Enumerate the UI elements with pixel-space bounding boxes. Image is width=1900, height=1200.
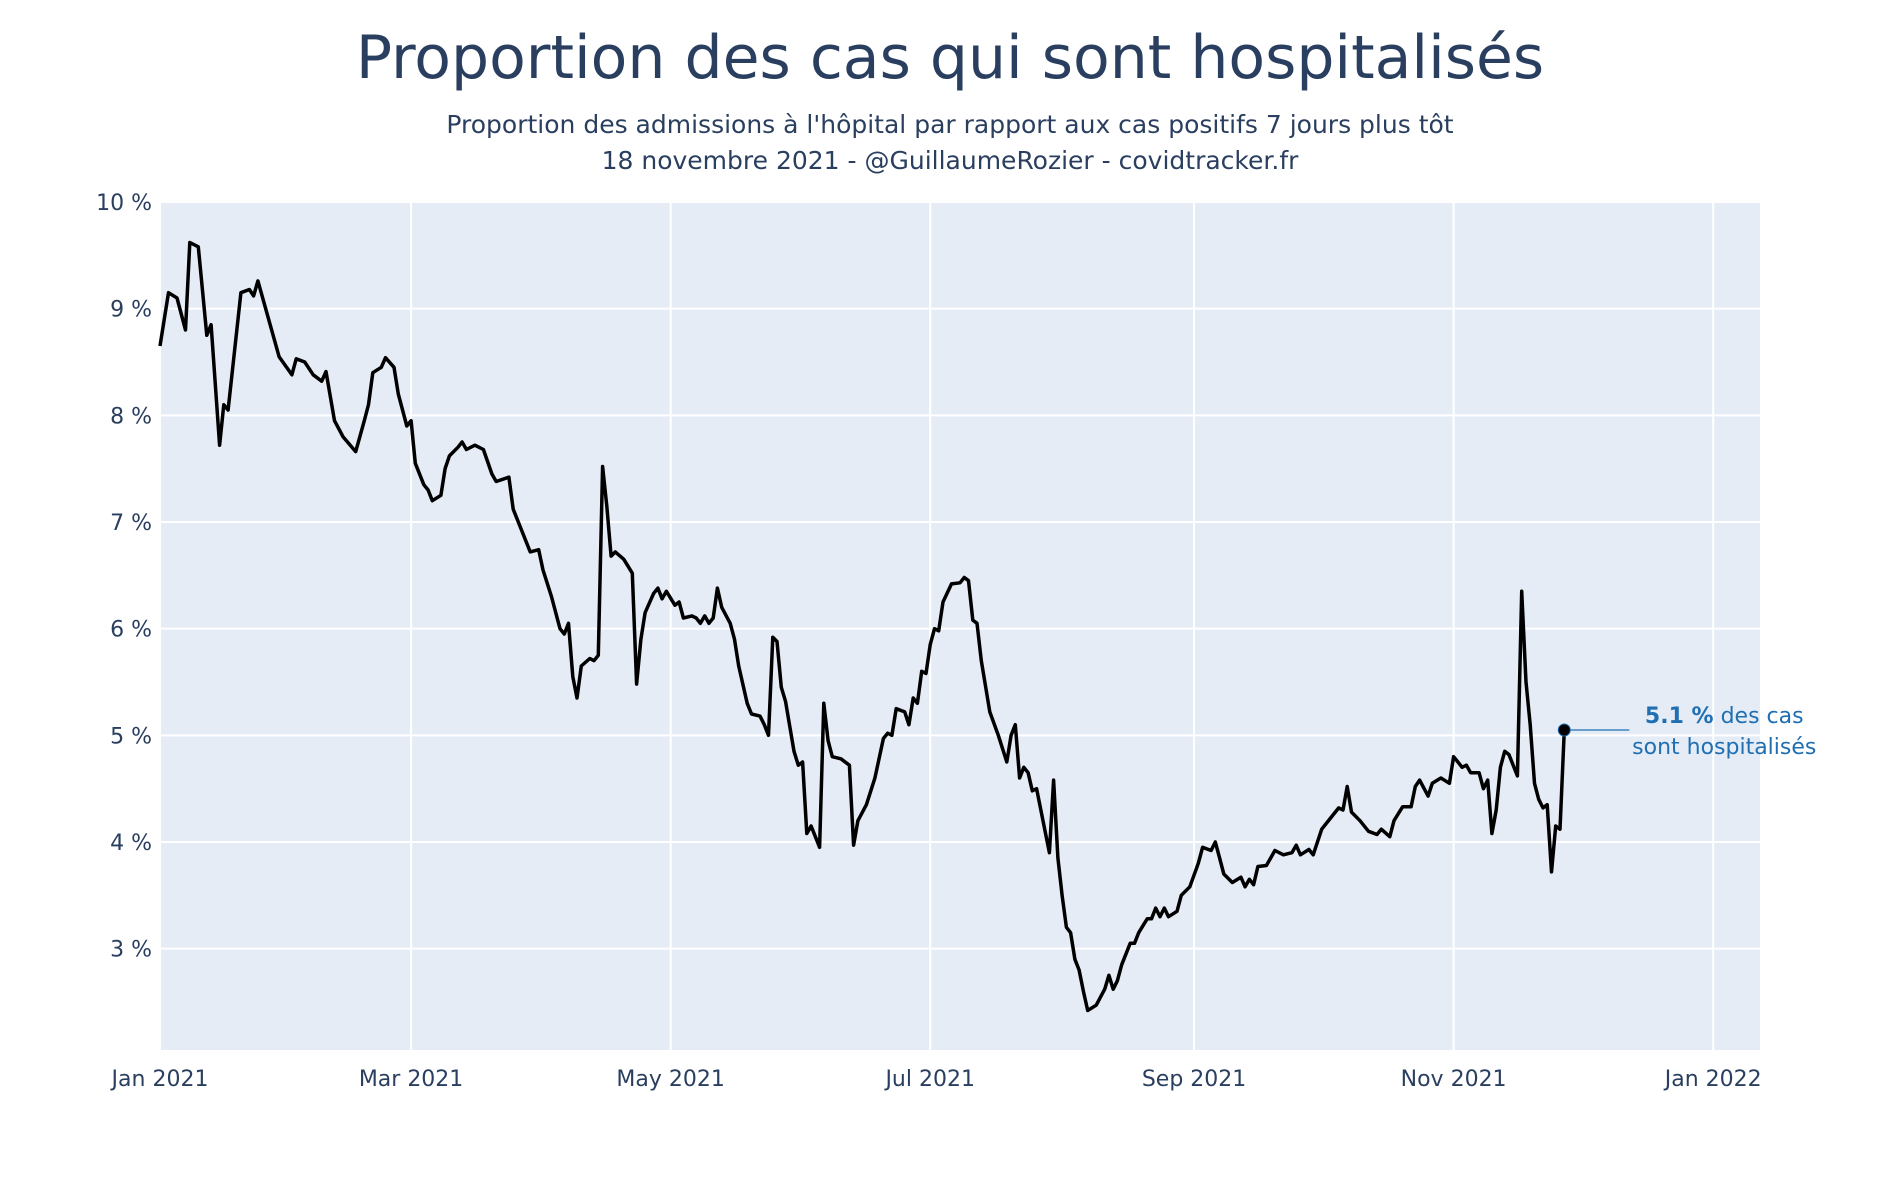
annotation-text-line1: 5.1 % des cas [1645,704,1804,729]
x-tick-label: Sep 2021 [1142,1067,1246,1092]
x-tick-label: Nov 2021 [1401,1067,1507,1092]
series-line [158,240,1567,1013]
chart-title: Proportion des cas qui sont hospitalisés [356,23,1544,93]
y-tick-label: 3 % [110,938,152,963]
y-tick-label: 4 % [110,831,152,856]
chart-subtitle-line1: Proportion des admissions à l'hôpital pa… [446,110,1453,139]
series-layer [158,240,1567,1013]
y-tick-label: 9 % [110,298,152,323]
y-tick-label: 8 % [110,404,152,429]
annotation-text-line2: sont hospitalisés [1632,735,1816,760]
x-tick-label: May 2021 [616,1067,724,1092]
y-tick-label: 6 % [110,618,152,643]
annotation-value: 5.1 % [1645,704,1714,729]
x-tick-label: Mar 2021 [359,1067,464,1092]
plot-area [160,202,1760,1050]
x-tick-label: Jan 2022 [1663,1067,1762,1092]
x-tick-label: Jan 2021 [110,1067,209,1092]
x-tick-label: Jul 2021 [883,1067,975,1092]
y-tick-label: 5 % [110,724,152,749]
annotation: 5.1 % des cas sont hospitalisés [1557,704,1816,760]
last-value-marker [1557,723,1571,737]
y-tick-label: 7 % [110,511,152,536]
chart-subtitle-line2: 18 novembre 2021 - @GuillaumeRozier - co… [602,146,1300,175]
y-gridlines [160,201,1760,950]
y-axis: 3 % 4 % 5 % 6 % 7 % 8 % 9 % 10 % [96,191,152,963]
y-tick-label: 10 % [96,191,152,216]
x-axis: Jan 2021 Mar 2021 May 2021 Jul 2021 Sep 2021… [110,1067,1762,1092]
annotation-text-rest: des cas [1714,704,1804,729]
